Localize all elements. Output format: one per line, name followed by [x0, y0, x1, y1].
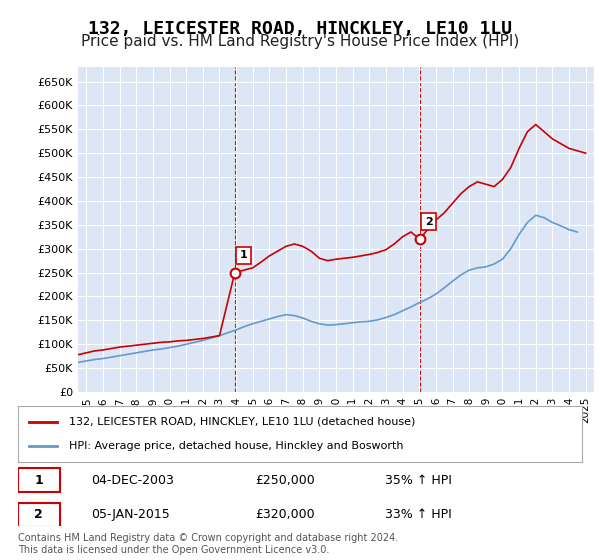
Text: 1: 1 [34, 474, 43, 487]
Text: 2: 2 [425, 217, 433, 227]
Text: Contains HM Land Registry data © Crown copyright and database right 2024.
This d: Contains HM Land Registry data © Crown c… [18, 533, 398, 555]
FancyBboxPatch shape [18, 502, 60, 527]
Text: 132, LEICESTER ROAD, HINCKLEY, LE10 1LU (detached house): 132, LEICESTER ROAD, HINCKLEY, LE10 1LU … [69, 417, 415, 427]
Text: 35% ↑ HPI: 35% ↑ HPI [385, 474, 451, 487]
Text: HPI: Average price, detached house, Hinckley and Bosworth: HPI: Average price, detached house, Hinc… [69, 441, 403, 451]
Text: Price paid vs. HM Land Registry's House Price Index (HPI): Price paid vs. HM Land Registry's House … [81, 34, 519, 49]
Text: 05-JAN-2015: 05-JAN-2015 [91, 508, 170, 521]
Text: 2: 2 [34, 508, 43, 521]
Text: 1: 1 [240, 250, 248, 260]
Text: £320,000: £320,000 [255, 508, 314, 521]
FancyBboxPatch shape [18, 468, 60, 492]
Text: 33% ↑ HPI: 33% ↑ HPI [385, 508, 451, 521]
Text: £250,000: £250,000 [255, 474, 314, 487]
Text: 132, LEICESTER ROAD, HINCKLEY, LE10 1LU: 132, LEICESTER ROAD, HINCKLEY, LE10 1LU [88, 20, 512, 38]
Text: 04-DEC-2003: 04-DEC-2003 [91, 474, 174, 487]
